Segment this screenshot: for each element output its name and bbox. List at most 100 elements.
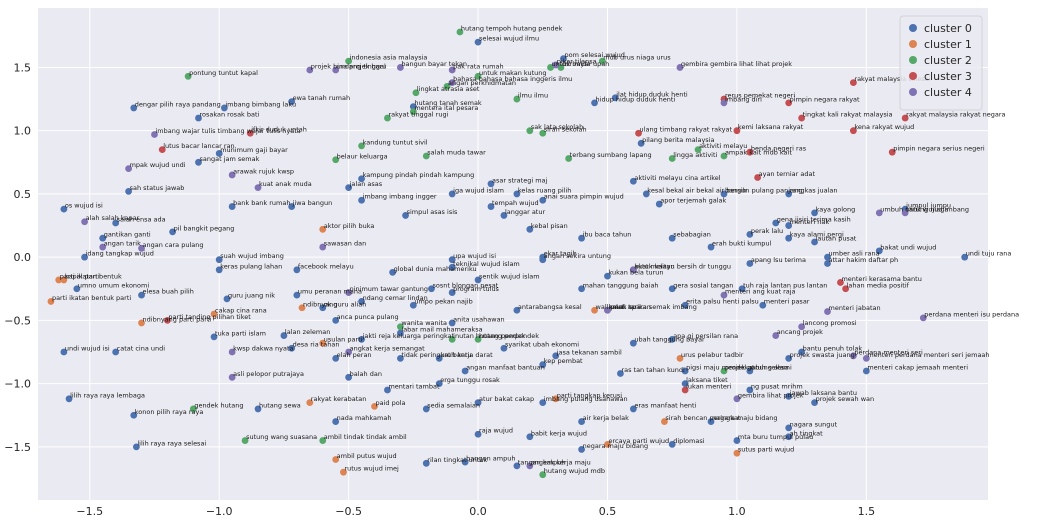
data-point-cluster-4 [824,308,831,315]
data-point-cluster-0 [195,158,202,166]
point-label: sak lata sekolah [531,123,583,131]
data-point-cluster-1 [306,399,314,407]
point-label: mentera ital pesara [414,104,478,112]
data-point-cluster-2 [474,335,482,343]
data-point-cluster-0 [132,443,140,451]
point-label: perdana menteri seri [854,348,923,356]
point-label: elesa buah pilih [143,288,194,296]
point-label: tuka parti islam [215,329,266,337]
data-point-cluster-0 [560,55,567,62]
point-label: lilih raya raya lembaga [70,391,145,399]
data-point-cluster-0 [461,367,469,375]
point-label: menteri jabatan [829,304,881,312]
point-label: idang tangkap wujud [86,250,154,258]
data-point-cluster-0 [169,228,177,236]
point-label: sutung wang suasana [246,433,317,441]
point-label: sangat jam semak [199,155,259,163]
data-point-cluster-2 [189,405,197,413]
legend: cluster 0 cluster 1 cluster 2 cluster 3 clus… [899,15,983,111]
point-label: attar hakim daftar ph [829,256,899,264]
point-label: undi wujud isi [65,345,110,353]
point-label: indonesia asia malaysia [350,54,428,62]
point-label: kep pembat [544,357,583,365]
point-label: kaya golong [816,205,856,213]
point-label: menteri ang kuat raja [725,288,796,296]
data-point-cluster-4 [733,395,741,403]
x-tick-label: 1.0 [728,505,746,518]
data-point-cluster-0 [389,268,397,276]
data-point-cluster-0 [785,392,793,400]
data-point-cluster-0 [435,380,443,388]
point-label: negara maju bidang [583,442,649,450]
point-label: gembira gembira lihat lihat projek [681,60,792,68]
y-tick-label: 1.0 [14,125,32,138]
data-point-cluster-4 [228,348,236,356]
data-point-cluster-0 [961,253,969,261]
point-label: sebabagian [673,231,711,239]
data-point-cluster-0 [345,373,353,381]
point-label: rakyat malaysia selesai [854,75,930,83]
point-label: rilan tingkat untuk [427,456,487,464]
point-label: keras pulang lahan [220,262,282,270]
point-label: jawab laksana bantu [789,389,857,397]
point-label: ambil tindak tindak ambil [324,433,407,441]
point-label: ambil putus wujud [337,452,397,460]
legend-marker [909,72,917,80]
point-label: pigsi maju mendekat [686,363,755,371]
point-label: ubah tanggung bayar [634,336,705,344]
point-label: parti ikatan bentuk [60,272,122,280]
point-label: kemi laksana rakyat [738,123,804,131]
plot-area [38,8,988,500]
point-label: kandung tuntut sivil [363,138,428,146]
point-label: kampung pindah pindah kampung [363,171,475,179]
data-point-cluster-2 [456,28,464,36]
data-point-cluster-0 [513,306,521,314]
point-label: imbang wajar tulis timbang wajar tulis n… [155,127,300,135]
data-points [47,28,969,479]
point-label: ibu baca tahun [583,231,632,239]
data-point-cluster-0 [409,103,417,111]
data-point-cluster-0 [130,104,138,112]
point-label: projek sewah wan [816,395,875,403]
data-point-cluster-0 [130,411,138,419]
data-point-cluster-0 [448,256,456,264]
point-label: upa wujud isi [453,252,496,260]
legend-marker [909,56,917,64]
data-point-cluster-4 [345,289,353,296]
data-point-cluster-3 [681,386,689,394]
data-point-cluster-1 [332,456,340,463]
data-point-cluster-2 [547,64,554,71]
data-point-cluster-2 [539,129,547,137]
data-point-cluster-3 [849,127,857,135]
point-label: ndibnyang [303,300,337,308]
data-point-cluster-0 [280,332,288,339]
data-point-cluster-0 [539,399,547,407]
data-point-cluster-3 [158,146,166,154]
point-label: lutus bacar lancar ran [163,142,234,150]
point-label: sawasan dan [324,240,366,248]
point-label: uruh kerja darat [440,351,493,359]
point-label: kelas ruang pilih [518,186,572,194]
point-label: undang tinggal [337,62,386,70]
data-point-cluster-0 [428,285,435,293]
data-point-cluster-2 [474,72,482,80]
data-point-cluster-0 [629,405,637,413]
point-label: salah muda tawar [427,148,486,156]
point-label: bangun ampuh [466,455,515,463]
point-label: bahasa bahasa bahasa inggeris ilmu [453,75,572,83]
point-label: angkat kerja semangat [350,345,425,353]
x-tick-label: −1.5 [76,505,103,518]
point-label: imbang bimbang laku [225,100,296,108]
point-label: parti ikatan bentuk parti [52,294,131,302]
data-point-cluster-0 [474,276,482,284]
point-label: sedia semalaian [427,401,480,409]
point-label: kalan tarikan [608,303,650,311]
point-label: kaya alami pergi [790,231,844,239]
data-point-cluster-0 [474,38,482,46]
data-point-cluster-0 [487,180,495,188]
data-point-cluster-4 [332,66,340,74]
data-point-cluster-0 [759,301,767,309]
point-label: dsr mida [562,60,591,68]
point-label: konon pilih raya raya [135,408,204,416]
point-label: erita palsu henti palsu [686,298,759,306]
